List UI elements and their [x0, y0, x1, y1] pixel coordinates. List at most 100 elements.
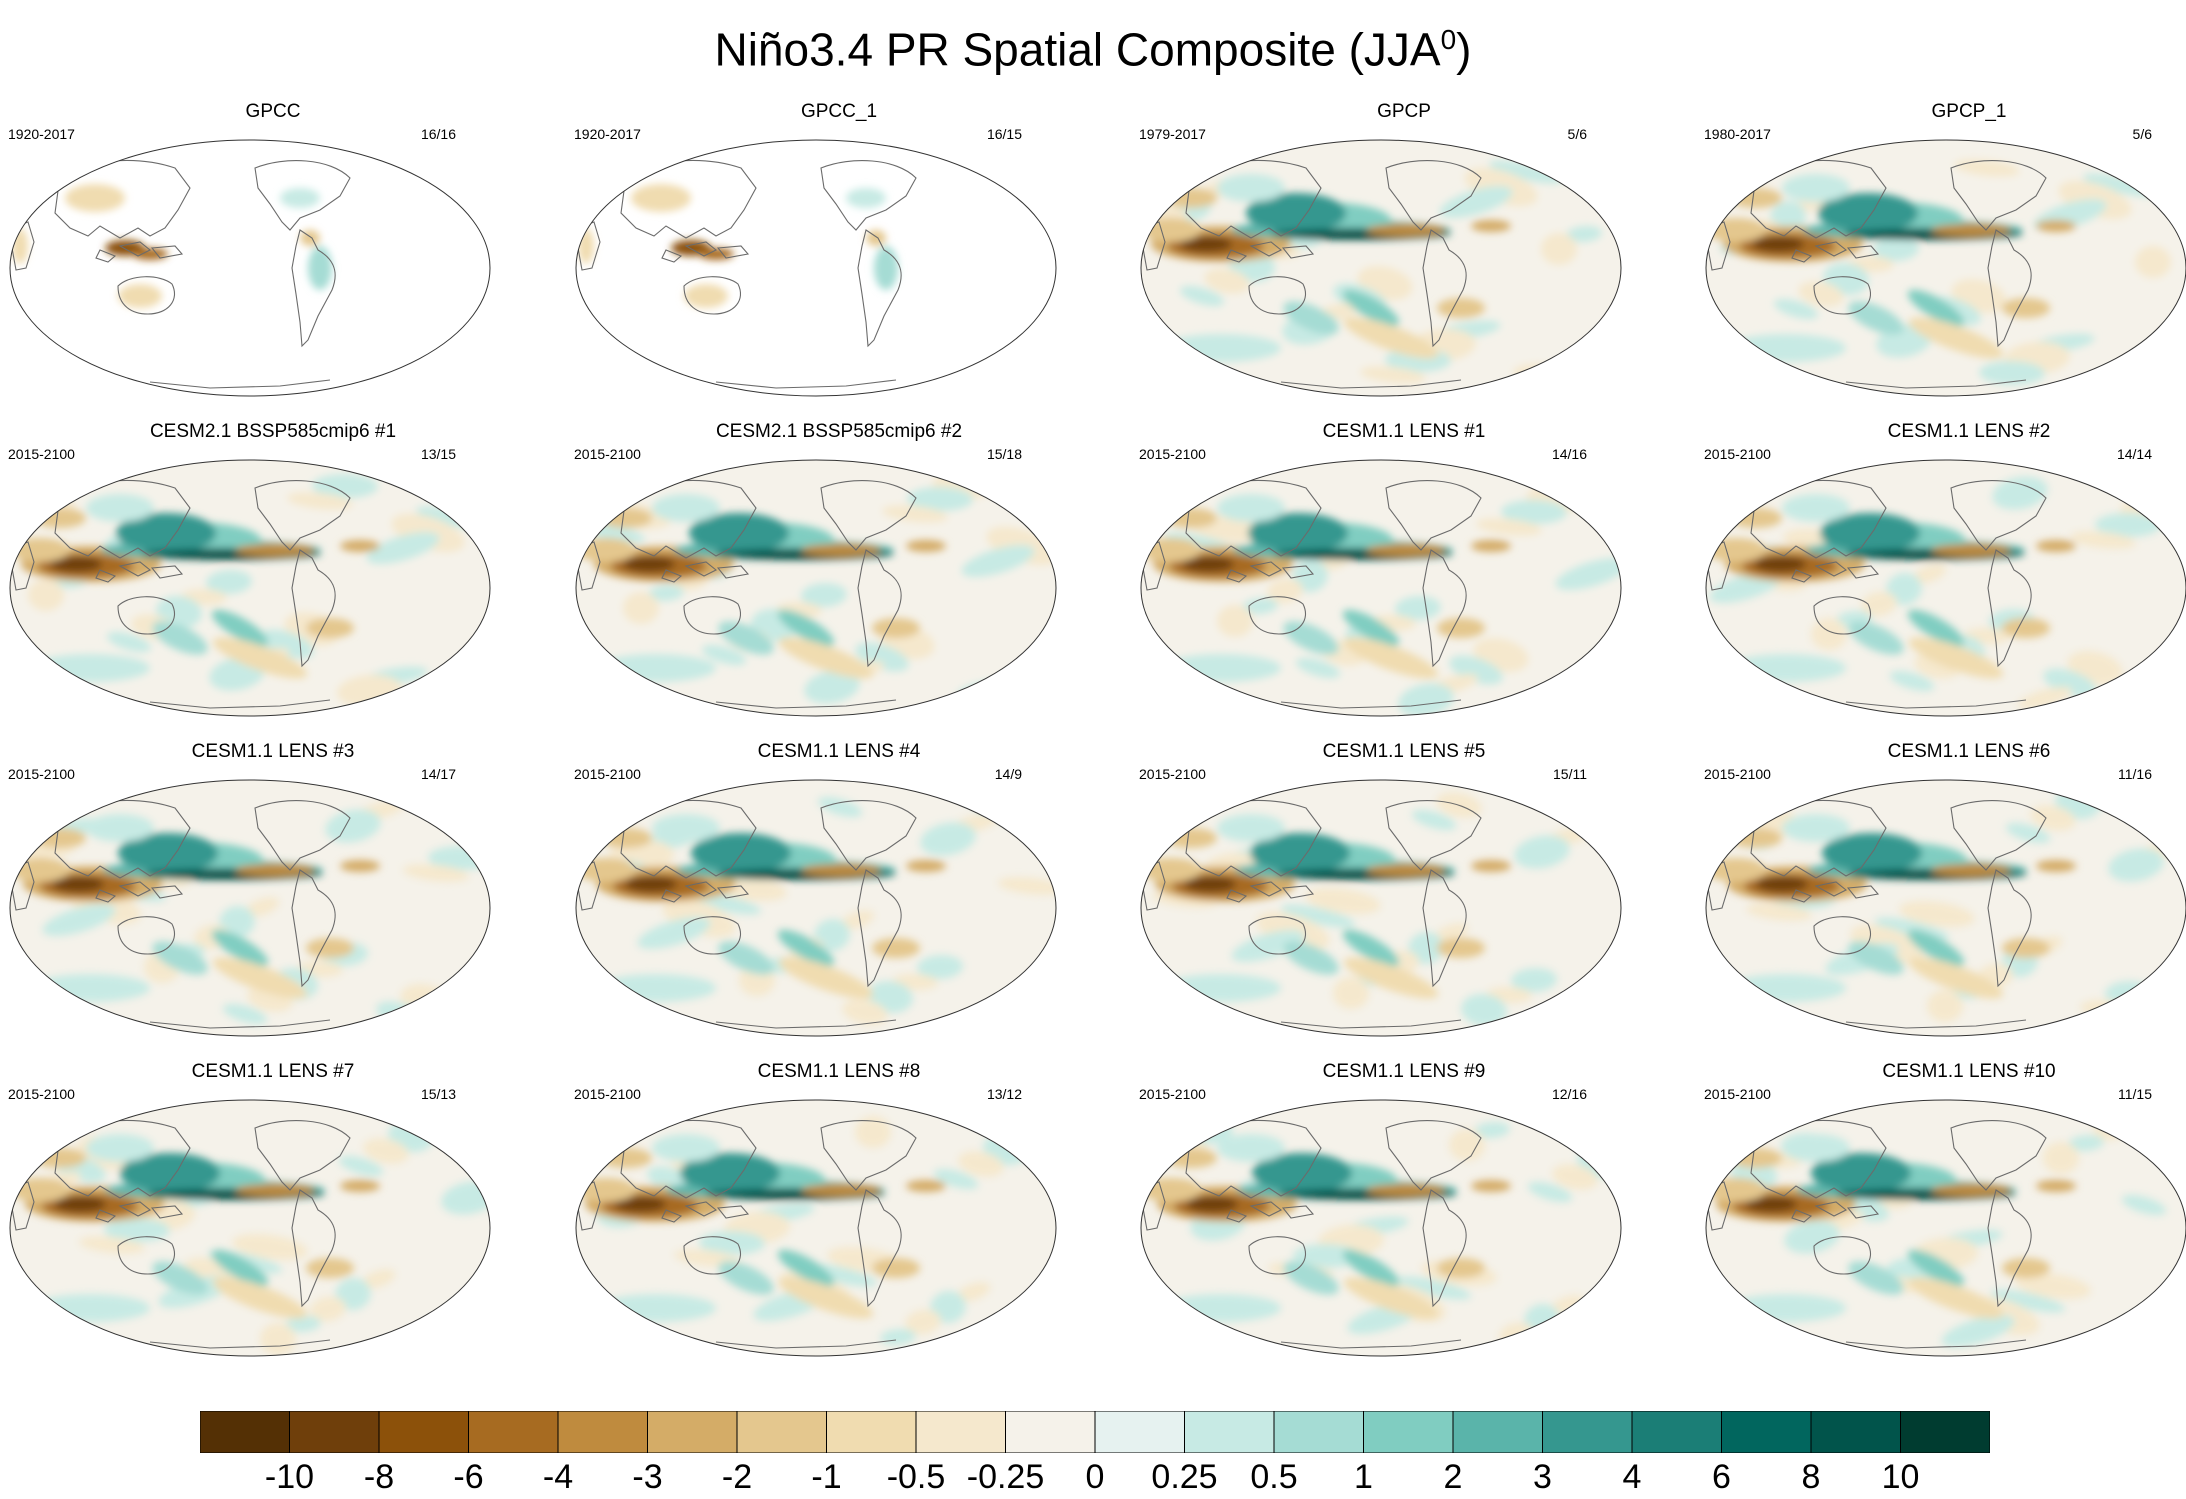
colorbar-label: 2	[1443, 1458, 1463, 1496]
colorbar-swatch	[1900, 1411, 1990, 1453]
colorbar-labels: -10 -8 -6 -4 -3 -2 -1 -0.5 -0.25 0 0.25 0.5 1 2 3 4 6 8 10	[200, 1458, 1990, 1498]
panel-period: 2015-2100	[1704, 766, 1771, 782]
panel-count: 5/6	[1567, 126, 1587, 142]
map-panel: CESM1.1 LENS #5 2015-2100 15/11	[1131, 740, 1677, 1060]
colorbar-swatch	[1721, 1411, 1812, 1453]
panel-period: 2015-2100	[1139, 1086, 1206, 1102]
panel-title: CESM1.1 LENS #6	[1887, 741, 2051, 762]
map-panel: CESM2.1 BSSP585cmip6 #1 2015-2100 13/15	[0, 420, 546, 740]
colorbar-label: 6	[1712, 1458, 1731, 1496]
map-globe	[1140, 1099, 1622, 1357]
colorbar-swatch	[1810, 1411, 1901, 1453]
map-globe	[1140, 459, 1622, 717]
colorbar-label: -0.25	[966, 1458, 1045, 1496]
colorbar-label: -4	[542, 1458, 574, 1496]
colorbar-label: -10	[264, 1458, 315, 1496]
map-panel: CESM1.1 LENS #4 2015-2100 14/9	[566, 740, 1112, 1060]
figure-title: Niño3.4 PR Spatial Composite (JJA0)	[0, 10, 2186, 79]
colorbar-swatch	[826, 1411, 917, 1453]
map-globe	[575, 459, 1057, 717]
colorbar-label: 10	[1881, 1458, 1920, 1496]
colorbar-swatch	[1184, 1411, 1275, 1453]
panel-count: 15/11	[1553, 766, 1587, 782]
colorbar-label: -8	[363, 1458, 395, 1496]
panel-period: 2015-2100	[574, 766, 641, 782]
panel-count: 13/15	[420, 446, 456, 462]
map-panel: CESM1.1 LENS #7 2015-2100 15/13	[0, 1060, 546, 1380]
panel-title: CESM2.1 BSSP585cmip6 #1	[149, 421, 397, 442]
colorbar-label: -2	[721, 1458, 753, 1496]
panel-count: 14/14	[2116, 446, 2152, 462]
colorbar-label: 4	[1622, 1458, 1642, 1496]
map-panel: CESM1.1 LENS #6 2015-2100 11/16	[1696, 740, 2186, 1060]
panel-title: GPCP	[1377, 101, 1431, 122]
panel-title: CESM1.1 LENS #3	[191, 741, 355, 762]
colorbar-label: 8	[1801, 1458, 1821, 1496]
panel-period: 1979-2017	[1139, 126, 1206, 142]
colorbar-swatch	[289, 1411, 380, 1453]
colorbar-swatch	[915, 1411, 1006, 1453]
colorbar-swatch	[557, 1411, 648, 1453]
figure-title-superscript: 0	[1440, 24, 1457, 55]
colorbar-label: 3	[1533, 1458, 1552, 1496]
panel-title: CESM1.1 LENS #4	[757, 741, 921, 762]
panel-period: 2015-2100	[8, 446, 75, 462]
panel-count: 5/6	[2132, 126, 2152, 142]
panel-title: CESM1.1 LENS #2	[1887, 421, 2051, 442]
panel-period: 1920-2017	[8, 126, 75, 142]
colorbar-swatch	[468, 1411, 559, 1453]
colorbar-label: 1	[1354, 1458, 1373, 1496]
colorbar-swatch	[1363, 1411, 1454, 1453]
colorbar-swatch	[1005, 1411, 1096, 1453]
panel-count: 11/15	[2118, 1086, 2152, 1102]
panel-period: 2015-2100	[1704, 446, 1771, 462]
panel-period: 2015-2100	[8, 1086, 75, 1102]
map-panel: CESM1.1 LENS #8 2015-2100 13/12	[566, 1060, 1112, 1380]
panel-title: CESM1.1 LENS #10	[1882, 1061, 2056, 1082]
map-panel: GPCP_1 1980-2017 5/6	[1696, 100, 2186, 420]
colorbar-swatch	[1631, 1411, 1722, 1453]
panel-title: CESM2.1 BSSP585cmip6 #2	[715, 421, 963, 442]
map-globe	[9, 779, 491, 1037]
panel-period: 2015-2100	[1139, 766, 1206, 782]
panel-period: 1980-2017	[1704, 126, 1771, 142]
map-panel: CESM1.1 LENS #1 2015-2100 14/16	[1131, 420, 1677, 740]
panel-title: CESM1.1 LENS #5	[1322, 741, 1486, 762]
map-globe	[9, 139, 491, 397]
panel-period: 2015-2100	[1139, 446, 1206, 462]
map-globe	[9, 459, 491, 717]
colorbar-label: -6	[453, 1458, 484, 1496]
colorbar-swatch	[1273, 1411, 1364, 1453]
colorbar-swatch	[647, 1411, 738, 1453]
map-panel: CESM1.1 LENS #2 2015-2100 14/14	[1696, 420, 2186, 740]
panel-count: 14/17	[420, 766, 456, 782]
map-globe	[575, 1099, 1057, 1357]
panel-count: 12/16	[1551, 1086, 1587, 1102]
figure-title-close: )	[1456, 23, 1472, 76]
colorbar-swatch	[736, 1411, 827, 1453]
panel-count: 16/15	[986, 126, 1022, 142]
colorbar-label: 0.5	[1250, 1458, 1298, 1496]
panel-count: 11/16	[2118, 766, 2152, 782]
panel-title: CESM1.1 LENS #9	[1322, 1061, 1486, 1082]
figure-title-text: Niño3.4 PR Spatial Composite (JJA	[714, 23, 1441, 76]
map-globe	[9, 1099, 491, 1357]
map-panel: GPCC 1920-2017 16/16	[0, 100, 546, 420]
panel-count: 15/18	[986, 446, 1022, 462]
map-globe	[575, 779, 1057, 1037]
colorbar-swatch	[200, 1411, 290, 1453]
map-panel: CESM2.1 BSSP585cmip6 #2 2015-2100 15/18	[566, 420, 1112, 740]
panel-title: GPCC	[245, 101, 301, 122]
panel-count: 14/16	[1551, 446, 1587, 462]
map-globe	[1705, 459, 2186, 717]
panel-period: 2015-2100	[1704, 1086, 1771, 1102]
map-globe	[575, 139, 1057, 397]
panel-title: CESM1.1 LENS #1	[1322, 421, 1486, 442]
map-panel: GPCP 1979-2017 5/6	[1131, 100, 1677, 420]
colorbar-label: -1	[811, 1458, 842, 1496]
map-globe	[1705, 139, 2186, 397]
panel-period: 2015-2100	[574, 1086, 641, 1102]
map-globe	[1140, 139, 1622, 397]
colorbar-swatch	[1542, 1411, 1633, 1453]
panel-period: 2015-2100	[574, 446, 641, 462]
